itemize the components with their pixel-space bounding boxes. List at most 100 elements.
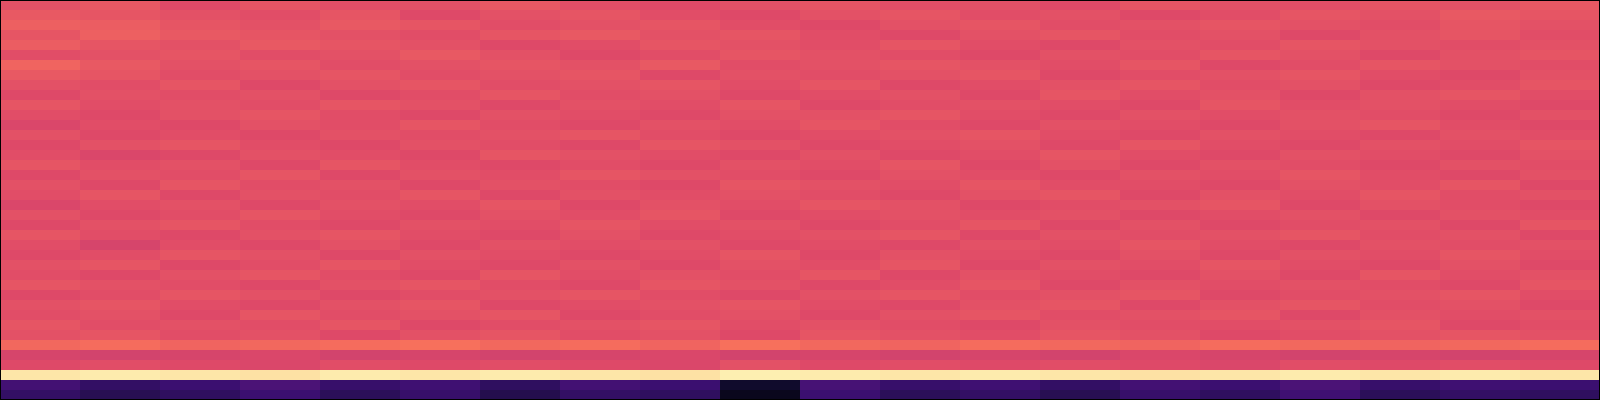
heat-cell [1360, 330, 1441, 341]
heat-cell [1440, 270, 1521, 281]
heat-cell [800, 10, 881, 21]
heat-cell [1120, 90, 1201, 101]
heat-cell [160, 30, 241, 41]
heat-cell [160, 160, 241, 171]
heat-cell [400, 90, 481, 101]
heat-cell [80, 130, 161, 141]
heat-cell [80, 240, 161, 251]
heat-cell [240, 380, 321, 391]
heat-cell [720, 100, 801, 111]
heat-cell [0, 70, 81, 81]
heat-cell [320, 70, 401, 81]
heat-cell [160, 0, 241, 11]
heat-cell [960, 130, 1041, 141]
heat-cell [0, 90, 81, 101]
heat-cell [1280, 220, 1361, 231]
heat-cell [1200, 320, 1281, 331]
heat-cell [1360, 110, 1441, 121]
heat-cell [160, 20, 241, 31]
heat-cell [80, 120, 161, 131]
heat-cell [880, 110, 961, 121]
heat-cell [1440, 200, 1521, 211]
heat-cell [1360, 250, 1441, 261]
heat-cell [400, 340, 481, 351]
heat-cell [1040, 140, 1121, 151]
heat-cell [1280, 140, 1361, 151]
heat-cell [880, 380, 961, 391]
heat-cell [640, 350, 721, 361]
heat-cell [880, 360, 961, 371]
heat-cell [1040, 380, 1121, 391]
heat-cell [0, 180, 81, 191]
heat-cell [80, 350, 161, 361]
heat-cell [80, 100, 161, 111]
heat-cell [720, 30, 801, 41]
heat-cell [480, 230, 561, 241]
heat-cell [320, 280, 401, 291]
heat-cell [1440, 50, 1521, 61]
heat-cell [1440, 150, 1521, 161]
heat-cell [560, 250, 641, 261]
heat-cell [560, 300, 641, 311]
heat-cell [720, 190, 801, 201]
heat-cell [320, 210, 401, 221]
heat-cell [720, 380, 801, 391]
heat-cell [80, 30, 161, 41]
heat-cell [0, 160, 81, 171]
heat-cell [1280, 60, 1361, 71]
heat-cell [880, 160, 961, 171]
heat-cell [1200, 20, 1281, 31]
heat-cell [960, 360, 1041, 371]
heat-cell [1360, 150, 1441, 161]
heat-cell [1280, 50, 1361, 61]
heat-cell [1120, 230, 1201, 241]
heat-cell [1120, 290, 1201, 301]
heat-cell [1440, 330, 1521, 341]
heat-cell [240, 310, 321, 321]
heat-cell [320, 300, 401, 311]
heat-cell [560, 190, 641, 201]
heat-cell [0, 280, 81, 291]
heat-cell [1360, 260, 1441, 271]
heat-cell [320, 60, 401, 71]
heat-cell [1520, 250, 1600, 261]
heat-cell [560, 210, 641, 221]
heat-cell [560, 120, 641, 131]
heat-cell [240, 100, 321, 111]
heat-cell [160, 10, 241, 21]
heat-cell [1200, 40, 1281, 51]
heat-cell [1120, 240, 1201, 251]
heat-cell [80, 280, 161, 291]
heat-cell [400, 10, 481, 21]
heat-cell [1120, 60, 1201, 71]
heat-cell [1520, 300, 1600, 311]
heat-cell [800, 160, 881, 171]
heat-cell [720, 310, 801, 321]
heat-cell [160, 370, 241, 381]
heat-cell [1120, 10, 1201, 21]
heat-cell [400, 270, 481, 281]
heat-cell [160, 240, 241, 251]
heat-cell [480, 160, 561, 171]
heat-cell [400, 160, 481, 171]
heat-cell [1200, 190, 1281, 201]
heat-cell [480, 80, 561, 91]
heat-cell [0, 190, 81, 201]
heat-cell [960, 350, 1041, 361]
heat-cell [1440, 160, 1521, 171]
heat-cell [560, 320, 641, 331]
heat-cell [1360, 280, 1441, 291]
heat-cell [1520, 260, 1600, 271]
heat-cell [640, 280, 721, 291]
heat-cell [720, 220, 801, 231]
heat-cell [800, 200, 881, 211]
heat-cell [1120, 330, 1201, 341]
heat-cell [1200, 380, 1281, 391]
heat-cell [240, 250, 321, 261]
heat-cell [1120, 220, 1201, 231]
heat-cell [1120, 320, 1201, 331]
heat-cell [240, 0, 321, 11]
heat-cell [320, 20, 401, 31]
heat-cell [800, 320, 881, 331]
heat-cell [880, 30, 961, 41]
